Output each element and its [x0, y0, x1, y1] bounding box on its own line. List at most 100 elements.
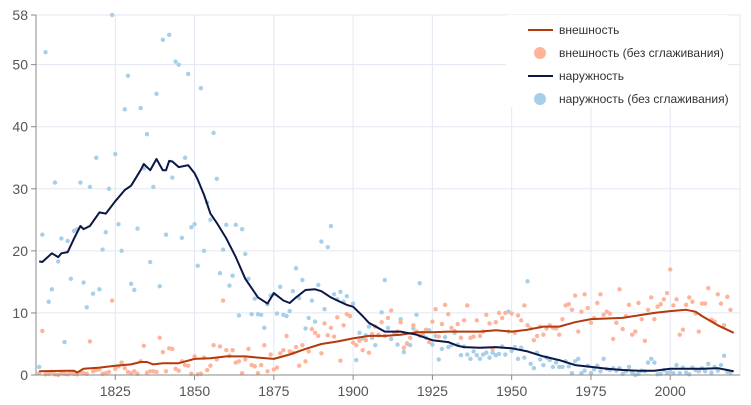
point-naruzhnost-raw [582, 368, 587, 373]
legend-label-naruzhnost[interactable]: наружность [559, 69, 624, 83]
point-naruzhnost-raw [230, 273, 235, 278]
point-naruzhnost-raw [274, 311, 280, 316]
point-vneshnost-raw [331, 334, 337, 339]
point-naruzhnost-raw [306, 315, 311, 321]
point-vneshnost-raw [560, 316, 565, 322]
point-naruzhnost-raw [122, 107, 127, 112]
legend-label-vneshnost[interactable]: внешность [559, 23, 619, 37]
point-naruzhnost-raw [71, 228, 77, 234]
point-naruzhnost-raw [379, 310, 384, 315]
point-vneshnost-raw [576, 329, 581, 334]
point-vneshnost-raw [106, 369, 112, 375]
point-vneshnost-raw [300, 343, 305, 348]
point-naruzhnost-raw [43, 50, 48, 55]
point-vneshnost-raw [271, 367, 277, 372]
point-vneshnost-raw [541, 332, 546, 337]
point-naruzhnost-raw [706, 361, 711, 367]
point-vneshnost-raw [258, 362, 264, 368]
point-vneshnost-raw [706, 285, 711, 291]
point-naruzhnost-raw [166, 32, 172, 38]
point-naruzhnost-raw [569, 370, 575, 376]
point-vneshnost-raw [449, 325, 454, 331]
point-vneshnost-raw [617, 287, 622, 292]
point-vneshnost-raw [230, 347, 235, 353]
point-naruzhnost-raw [309, 298, 315, 303]
point-vneshnost-raw [515, 313, 521, 318]
point-vneshnost-raw [557, 332, 562, 337]
point-naruzhnost-raw [471, 349, 476, 354]
point-naruzhnost-raw [417, 280, 422, 286]
point-vneshnost-raw [360, 347, 365, 353]
point-naruzhnost-raw [195, 263, 200, 268]
point-vneshnost-raw [601, 312, 606, 317]
x-tick-label: 1850 [179, 383, 210, 399]
point-vneshnost-raw [433, 307, 438, 312]
point-vneshnost-raw [652, 316, 657, 322]
point-vneshnost-raw [633, 329, 638, 334]
point-vneshnost-raw [649, 295, 654, 300]
point-naruzhnost-raw [220, 247, 226, 252]
point-naruzhnost-raw [277, 284, 283, 290]
point-vneshnost-raw [147, 369, 153, 374]
point-naruzhnost-raw [103, 230, 108, 235]
point-naruzhnost-raw [52, 180, 58, 185]
point-naruzhnost-raw [503, 352, 508, 357]
legend-label-naruzhnost-raw[interactable]: наружность (без сглаживания) [559, 92, 729, 106]
point-naruzhnost-raw [509, 348, 514, 353]
point-vneshnost-raw [113, 366, 118, 371]
x-tick-label: 1825 [100, 383, 131, 399]
point-naruzhnost-raw [233, 222, 238, 227]
series-lines [39, 158, 735, 374]
line-vneshnost [39, 308, 735, 374]
x-tick-label: 1900 [338, 383, 369, 399]
point-naruzhnost-raw [87, 184, 93, 190]
point-naruzhnost-raw [702, 369, 708, 374]
point-vneshnost-raw [677, 332, 682, 337]
point-naruzhnost-raw [518, 345, 524, 350]
point-naruzhnost-raw [477, 356, 483, 362]
point-vneshnost-raw [338, 358, 343, 363]
point-vneshnost-raw [128, 370, 134, 376]
point-naruzhnost-raw [262, 325, 267, 331]
x-tick-label: 2000 [655, 383, 686, 399]
point-naruzhnost-raw [319, 239, 324, 244]
point-vneshnost-raw [718, 301, 724, 306]
point-naruzhnost-raw [357, 330, 362, 335]
point-naruzhnost-raw [553, 360, 559, 365]
point-naruzhnost-raw [303, 326, 308, 331]
point-vneshnost-raw [309, 326, 315, 332]
point-vneshnost-raw [531, 338, 537, 343]
point-vneshnost-raw [363, 338, 369, 343]
point-naruzhnost-raw [674, 362, 679, 368]
point-vneshnost-raw [474, 318, 479, 323]
axes: 0 10 20 30 40 50 58 1825 1850 1875 1900 1925 1950 197… [12, 7, 740, 399]
point-naruzhnost-raw [189, 225, 194, 230]
point-naruzhnost-raw [243, 251, 248, 257]
point-vneshnost-raw [122, 365, 127, 371]
point-naruzhnost-raw [40, 232, 45, 237]
point-vneshnost-raw [325, 333, 330, 338]
point-naruzhnost-raw [715, 368, 721, 373]
point-naruzhnost-raw [68, 276, 74, 281]
point-naruzhnost-raw [446, 344, 451, 350]
point-vneshnost-raw [702, 301, 708, 306]
point-vneshnost-raw [398, 320, 403, 325]
point-vneshnost-raw [427, 339, 432, 345]
point-vneshnost-raw [293, 344, 299, 350]
y-tick-label: 0 [20, 367, 28, 383]
point-naruzhnost-raw [94, 155, 99, 160]
line-naruzhnost [39, 158, 734, 373]
point-naruzhnost-raw [201, 248, 207, 254]
point-vneshnost-raw [316, 333, 321, 339]
point-naruzhnost-raw [170, 175, 175, 180]
point-naruzhnost-raw [293, 266, 299, 271]
point-vneshnost-raw [109, 298, 115, 303]
point-naruzhnost-raw [163, 232, 169, 237]
point-naruzhnost-raw [147, 259, 153, 265]
point-vneshnost-raw [728, 307, 733, 313]
point-vneshnost-raw [493, 320, 499, 325]
point-naruzhnost-raw [109, 12, 115, 18]
point-vneshnost-raw [436, 334, 441, 339]
legend-label-vneshnost-raw[interactable]: внешность (без сглаживания) [559, 46, 724, 60]
